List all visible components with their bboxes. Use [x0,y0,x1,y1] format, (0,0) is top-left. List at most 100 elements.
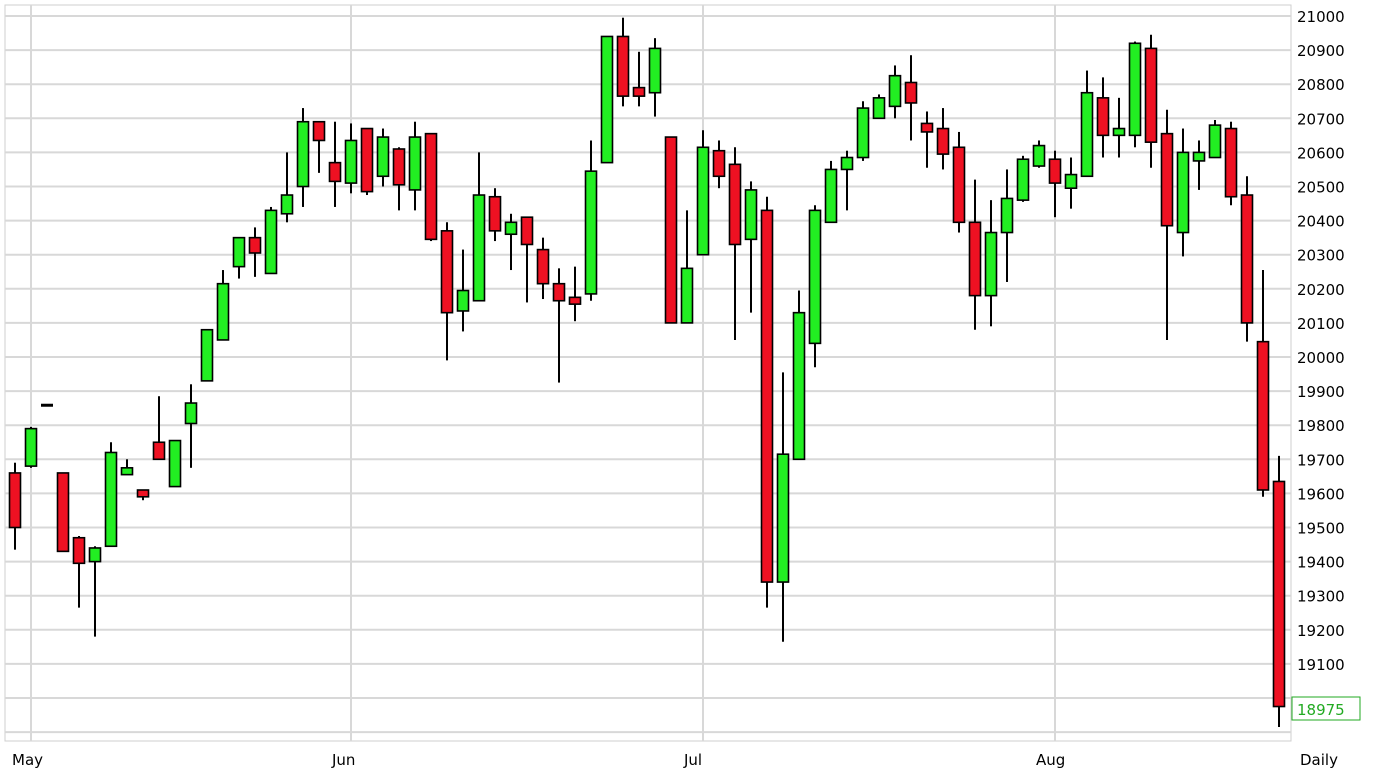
candle-body [1272,480,1286,708]
candle [760,196,774,608]
candle [312,120,326,173]
y-tick-label: 19400 [1297,554,1345,572]
candle [1160,109,1174,340]
y-tick-label: 21000 [1297,8,1345,26]
candle-body [8,472,22,529]
candle-body [792,311,806,461]
candle-body [824,168,838,224]
candle-body [392,148,406,186]
last-value-label: 18975 [1291,696,1361,721]
candle-body [152,441,166,461]
candle [360,127,374,196]
candle [344,123,358,194]
candle [792,290,806,461]
y-tick-label: 20100 [1297,315,1345,333]
candle-body [41,403,53,407]
candle-body [184,402,198,425]
candle [888,65,902,119]
last-value-text: 18975 [1297,701,1345,719]
candle [120,459,134,476]
last-value-box [1291,696,1361,721]
candle [376,128,390,187]
candle [536,237,550,300]
candle [1272,455,1286,727]
candle [456,249,470,332]
candle [824,160,838,224]
candle [8,462,22,550]
candle-body [584,170,598,295]
candle-body [680,267,694,324]
candle [1112,97,1126,158]
y-tick-label: 19900 [1297,383,1345,401]
candle-body [984,231,998,297]
candle [632,51,646,107]
candle-body [216,282,230,341]
candle [664,136,678,324]
candle [1144,34,1158,168]
candle [520,216,534,303]
period-label: Daily [1300,751,1338,769]
candle-body [840,156,854,171]
candle [1096,77,1110,158]
candle-body [472,194,486,302]
candle [88,546,102,637]
candle [1016,155,1030,202]
candle-body [904,81,918,104]
candle [808,205,822,368]
y-tick-label: 19300 [1297,588,1345,606]
candle-body [232,236,246,268]
candle-body [760,209,774,583]
candle-body [1224,127,1238,198]
x-tick-label: Jul [683,751,702,769]
candle-body [1096,97,1110,137]
candle-body [56,472,70,553]
candle-body [968,221,982,297]
candle-body [728,163,742,246]
candle-body [88,547,102,563]
candle-body [936,127,950,155]
candle-body [504,221,518,236]
candle-body [552,282,566,302]
candle-body [1144,47,1158,143]
candle-body [952,146,966,224]
candle [232,236,246,279]
candle-body [1016,158,1030,201]
candle [616,17,630,107]
candle [41,403,53,407]
y-tick-label: 20000 [1297,349,1345,367]
y-tick-label: 20400 [1297,213,1345,231]
candle-body [1240,194,1254,324]
candle [840,150,854,211]
candle-body [712,149,726,178]
candle [1208,120,1222,159]
y-tick-label: 20300 [1297,247,1345,265]
candle-body [520,216,534,246]
x-tick-label: May [12,751,43,769]
candle [104,442,118,548]
candle-body [440,230,454,314]
plot-area [4,4,1292,742]
candle [184,384,198,468]
y-tick-label: 19700 [1297,451,1345,469]
candle-body [248,236,262,254]
candle-body [1112,127,1126,137]
candle [1256,270,1270,497]
candle [728,147,742,340]
candle [56,472,70,553]
candle-body [536,248,550,285]
candle [984,200,998,327]
candle [968,179,982,330]
candle-body [920,122,934,133]
candle [904,55,918,141]
y-axis: 21000 20900 20800 20700 20600 20500 20400 20300… [1297,8,1345,674]
candle-body [1000,197,1014,234]
candle [872,94,886,120]
candle [1224,121,1238,206]
candle [712,140,726,189]
candle [1240,176,1254,342]
candle-body [664,136,678,324]
x-tick-label: Aug [1036,751,1065,769]
candle-body [600,35,614,164]
y-tick-label: 19100 [1297,656,1345,674]
candle-body [1192,151,1206,162]
